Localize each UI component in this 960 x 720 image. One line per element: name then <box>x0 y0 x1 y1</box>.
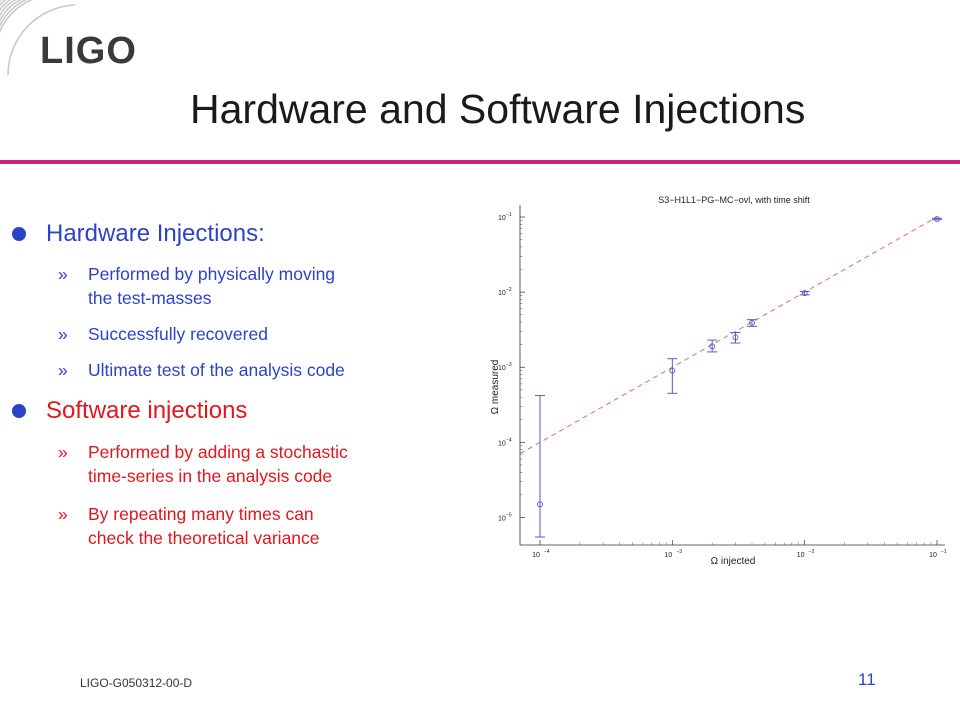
sub-marker: » <box>58 504 68 524</box>
x-tick-label: 10 <box>929 552 937 559</box>
chart-title: S3−H1L1−PG−MC−ovl, with time shift <box>658 195 810 205</box>
sub-item-text: By repeating many times can <box>88 504 314 524</box>
data-point <box>932 216 942 222</box>
title-divider <box>0 160 960 164</box>
y-tick-label-exponent: −5 <box>506 512 512 518</box>
point-marker <box>709 343 716 350</box>
slide-title: Hardware and Software Injections <box>190 86 806 132</box>
sub-item-text: check the theoretical variance <box>88 528 320 548</box>
y-tick-label: 10 <box>498 290 506 297</box>
data-point <box>747 319 758 327</box>
y-tick-label: 10 <box>498 215 506 222</box>
data-point <box>535 395 545 538</box>
y-tick-label-exponent: −4 <box>506 437 512 443</box>
bullet-hardware-text: Hardware Injections: <box>46 220 265 247</box>
sub-item: » Performed by physically moving <box>58 262 335 286</box>
bullet-hardware: Hardware Injections: <box>12 220 265 248</box>
sub-item-text: Performed by adding a stochastic <box>88 442 348 462</box>
sub-item: » Performed by adding a stochastic <box>58 440 348 464</box>
sub-marker: » <box>58 264 68 284</box>
data-point <box>667 358 678 394</box>
sub-item: » By repeating many times can <box>58 502 314 526</box>
y-tick-label-exponent: −2 <box>506 287 512 293</box>
y-tick-label: 10 <box>498 365 506 372</box>
x-tick-label-exponent: −3 <box>676 549 682 555</box>
sub-item: » Ultimate test of the analysis code <box>58 358 345 382</box>
sub-item-continuation: time-series in the analysis code <box>58 464 332 488</box>
footer-document-id: LIGO-G050312-00-D <box>80 676 193 690</box>
sub-item-text: the test-masses <box>88 288 212 308</box>
sub-marker: » <box>58 442 68 462</box>
y-tick-label-exponent: −3 <box>506 362 512 368</box>
data-point <box>707 339 718 353</box>
chart-y-axis-label: Ω measured <box>490 360 501 415</box>
sub-marker: » <box>58 324 68 344</box>
chart-marks <box>535 216 942 538</box>
point-marker <box>749 319 755 326</box>
bullet-software: Software injections <box>12 397 247 425</box>
x-tick-label-exponent: −2 <box>809 549 815 555</box>
y-tick-label: 10 <box>498 440 506 447</box>
point-marker <box>732 334 739 341</box>
point-marker <box>537 501 543 508</box>
sub-item-text: Ultimate test of the analysis code <box>88 360 345 380</box>
chart-axes <box>519 205 945 546</box>
y-tick-label: 10 <box>498 515 506 522</box>
ligo-logo-text: LIGO <box>40 30 137 72</box>
sub-item-text: Performed by physically moving <box>88 264 336 284</box>
bullet-dot-icon <box>12 227 26 241</box>
data-point <box>730 332 741 344</box>
page-number: 11 <box>858 670 876 689</box>
bullet-dot-icon <box>12 404 26 418</box>
x-tick-label: 10 <box>797 552 805 559</box>
point-marker <box>669 367 676 374</box>
sub-item-continuation: check the theoretical variance <box>58 526 320 550</box>
data-point <box>799 290 810 297</box>
y-tick-label-exponent: −1 <box>506 212 512 218</box>
x-tick-label: 10 <box>664 552 672 559</box>
bullet-software-text: Software injections <box>46 397 248 424</box>
chart-reference-line <box>519 216 938 455</box>
chart-ticks: 10 −4 10 −3 10 −2 10 −110 −510 −410 −310 −210 −1 <box>498 212 947 559</box>
injection-chart: S3−H1L1−PG−MC−ovl, with time shift Ω inj… <box>490 195 947 567</box>
point-marker <box>934 216 940 222</box>
point-marker <box>801 290 808 297</box>
sub-item-text: Successfully recovered <box>88 324 268 344</box>
reference-line-y-equals-x <box>519 216 938 455</box>
sub-marker: » <box>58 360 68 380</box>
x-tick-label: 10 <box>532 552 540 559</box>
sub-item: » Successfully recovered <box>58 322 268 346</box>
chart-x-axis-label: Ω injected <box>711 556 756 567</box>
x-tick-label-exponent: −1 <box>941 549 947 555</box>
x-tick-label-exponent: −4 <box>544 549 550 555</box>
sub-item-continuation: the test-masses <box>58 286 212 310</box>
ligo-logo-arcs <box>0 0 76 76</box>
sub-item-text: time-series in the analysis code <box>88 466 333 486</box>
